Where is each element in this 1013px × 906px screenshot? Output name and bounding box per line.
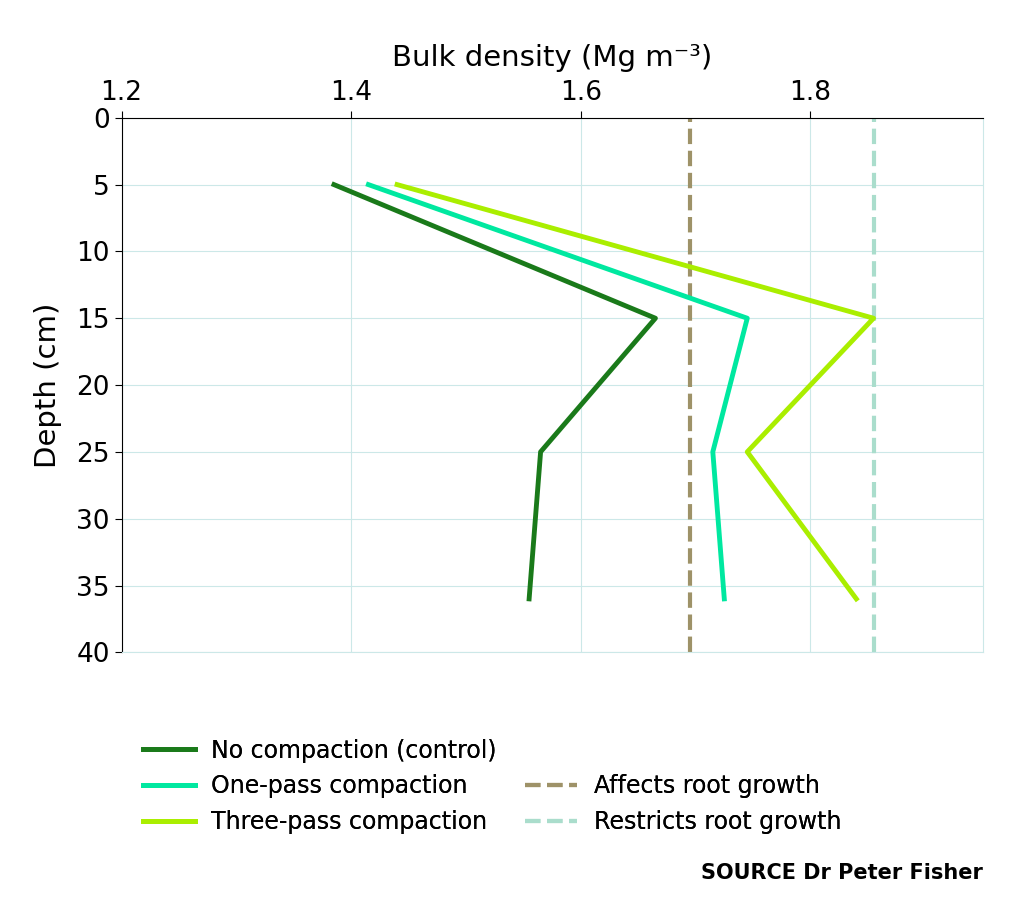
Y-axis label: Depth (cm): Depth (cm) [34,303,63,467]
X-axis label: Bulk density (Mg m⁻³): Bulk density (Mg m⁻³) [392,44,712,72]
Legend: No compaction (control), One-pass compaction, Three-pass compaction, , Affects r: No compaction (control), One-pass compac… [134,729,851,843]
Text: SOURCE Dr Peter Fisher: SOURCE Dr Peter Fisher [701,863,983,883]
